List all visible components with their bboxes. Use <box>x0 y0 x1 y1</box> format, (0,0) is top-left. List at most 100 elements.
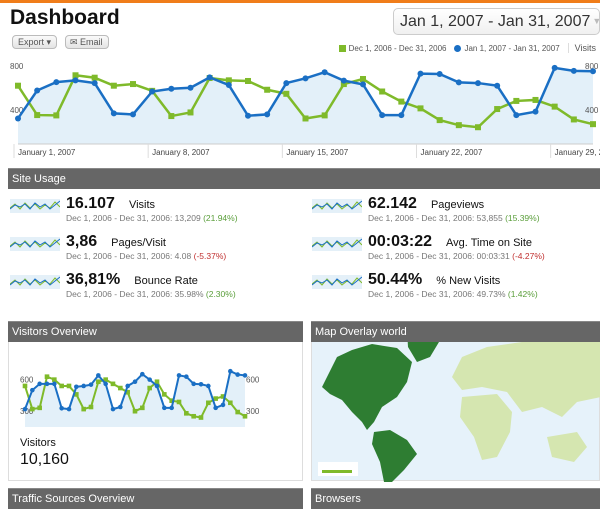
data-point[interactable] <box>53 79 60 86</box>
data-point[interactable] <box>340 81 347 88</box>
data-point[interactable] <box>494 106 501 113</box>
data-point[interactable] <box>191 381 196 387</box>
data-point[interactable] <box>130 81 136 88</box>
data-point[interactable] <box>206 74 213 81</box>
data-point[interactable] <box>30 406 35 412</box>
data-point[interactable] <box>245 112 251 119</box>
data-point[interactable] <box>225 82 232 89</box>
data-point[interactable] <box>379 112 386 119</box>
data-point[interactable] <box>81 406 86 412</box>
data-point[interactable] <box>34 87 41 94</box>
data-point[interactable] <box>37 381 42 387</box>
data-point[interactable] <box>72 77 79 84</box>
data-point[interactable] <box>81 383 86 389</box>
traffic-sources-header[interactable]: Traffic Sources Overview <box>8 488 303 509</box>
metric-visits[interactable]: 16.107 Visits Dec 1, 2006 - Dec 31, 2006:… <box>10 195 238 223</box>
data-point[interactable] <box>184 374 189 379</box>
data-point[interactable] <box>206 400 211 406</box>
browsers-header[interactable]: Browsers <box>311 488 600 509</box>
data-point[interactable] <box>96 373 101 378</box>
data-point[interactable] <box>53 112 60 119</box>
data-point[interactable] <box>360 81 366 88</box>
data-point[interactable] <box>91 74 98 81</box>
data-point[interactable] <box>228 400 233 406</box>
data-point[interactable] <box>206 383 211 389</box>
data-point[interactable] <box>162 392 167 397</box>
data-point[interactable] <box>551 64 558 71</box>
data-point[interactable] <box>154 383 160 389</box>
data-point[interactable] <box>475 80 481 87</box>
data-point[interactable] <box>191 413 196 419</box>
metric-pages-visit[interactable]: 3,86 Pages/Visit Dec 1, 2006 - Dec 31, 20… <box>10 233 226 261</box>
data-point[interactable] <box>110 110 117 117</box>
data-point[interactable] <box>235 409 240 415</box>
world-map[interactable] <box>312 322 600 482</box>
date-range-picker[interactable]: Jan 1, 2007 - Jan 31, 2007▼ <box>393 8 600 35</box>
data-point[interactable] <box>436 70 443 77</box>
data-point[interactable] <box>22 406 28 412</box>
map-overlay-header[interactable]: Map Overlay world <box>311 321 600 342</box>
data-point[interactable] <box>110 406 116 412</box>
metric-avg-time-on-site[interactable]: 00:03:22 Avg. Time on Site Dec 1, 2006 - … <box>312 233 545 261</box>
data-point[interactable] <box>417 70 424 77</box>
data-point[interactable] <box>321 112 328 119</box>
data-point[interactable] <box>59 405 64 411</box>
data-point[interactable] <box>74 384 79 390</box>
data-point[interactable] <box>52 377 57 382</box>
data-point[interactable] <box>220 394 226 399</box>
data-point[interactable] <box>455 79 462 86</box>
data-point[interactable] <box>15 82 21 89</box>
data-point[interactable] <box>30 387 35 393</box>
data-point[interactable] <box>125 383 130 389</box>
map-panel[interactable] <box>311 321 600 482</box>
data-point[interactable] <box>168 85 175 92</box>
data-point[interactable] <box>162 405 167 411</box>
visitors-overview-header[interactable]: Visitors Overview <box>8 321 303 342</box>
data-point[interactable] <box>34 112 41 119</box>
data-point[interactable] <box>15 115 21 122</box>
data-point[interactable] <box>225 77 232 84</box>
data-point[interactable] <box>140 405 145 411</box>
data-point[interactable] <box>302 115 309 122</box>
metric-selector[interactable]: Visits <box>567 43 596 53</box>
data-point[interactable] <box>283 80 290 87</box>
data-point[interactable] <box>513 97 520 104</box>
data-point[interactable] <box>551 103 558 110</box>
data-point[interactable] <box>110 381 116 387</box>
data-point[interactable] <box>264 111 271 118</box>
data-point[interactable] <box>140 371 145 377</box>
data-point[interactable] <box>118 385 123 391</box>
data-point[interactable] <box>154 379 160 385</box>
data-point[interactable] <box>436 117 443 124</box>
data-point[interactable] <box>532 96 539 103</box>
data-point[interactable] <box>125 389 130 395</box>
data-point[interactable] <box>213 396 218 401</box>
data-point[interactable] <box>176 373 182 378</box>
data-point[interactable] <box>96 379 101 385</box>
data-point[interactable] <box>44 374 50 379</box>
export-button[interactable]: Export ▾ <box>12 35 58 49</box>
data-point[interactable] <box>475 124 481 131</box>
metric-pageviews[interactable]: 62.142 Pageviews Dec 1, 2006 - Dec 31, 20… <box>312 195 540 223</box>
data-point[interactable] <box>44 381 50 387</box>
data-point[interactable] <box>513 112 520 119</box>
data-point[interactable] <box>455 122 462 129</box>
data-point[interactable] <box>103 377 108 382</box>
data-point[interactable] <box>66 383 72 389</box>
data-point[interactable] <box>169 398 174 403</box>
data-point[interactable] <box>149 88 156 95</box>
data-point[interactable] <box>147 377 152 382</box>
email-button[interactable]: ✉ Email <box>65 35 109 49</box>
data-point[interactable] <box>213 405 218 411</box>
data-point[interactable] <box>187 109 194 116</box>
data-point[interactable] <box>22 383 28 389</box>
data-point[interactable] <box>302 75 309 82</box>
data-point[interactable] <box>242 373 248 378</box>
data-point[interactable] <box>494 82 501 89</box>
legend-current[interactable]: Jan 1, 2007 - Jan 31, 2007 <box>454 44 560 53</box>
data-point[interactable] <box>235 372 240 377</box>
data-point[interactable] <box>570 116 577 123</box>
data-point[interactable] <box>88 382 94 387</box>
data-point[interactable] <box>398 112 405 119</box>
data-point[interactable] <box>147 385 152 391</box>
